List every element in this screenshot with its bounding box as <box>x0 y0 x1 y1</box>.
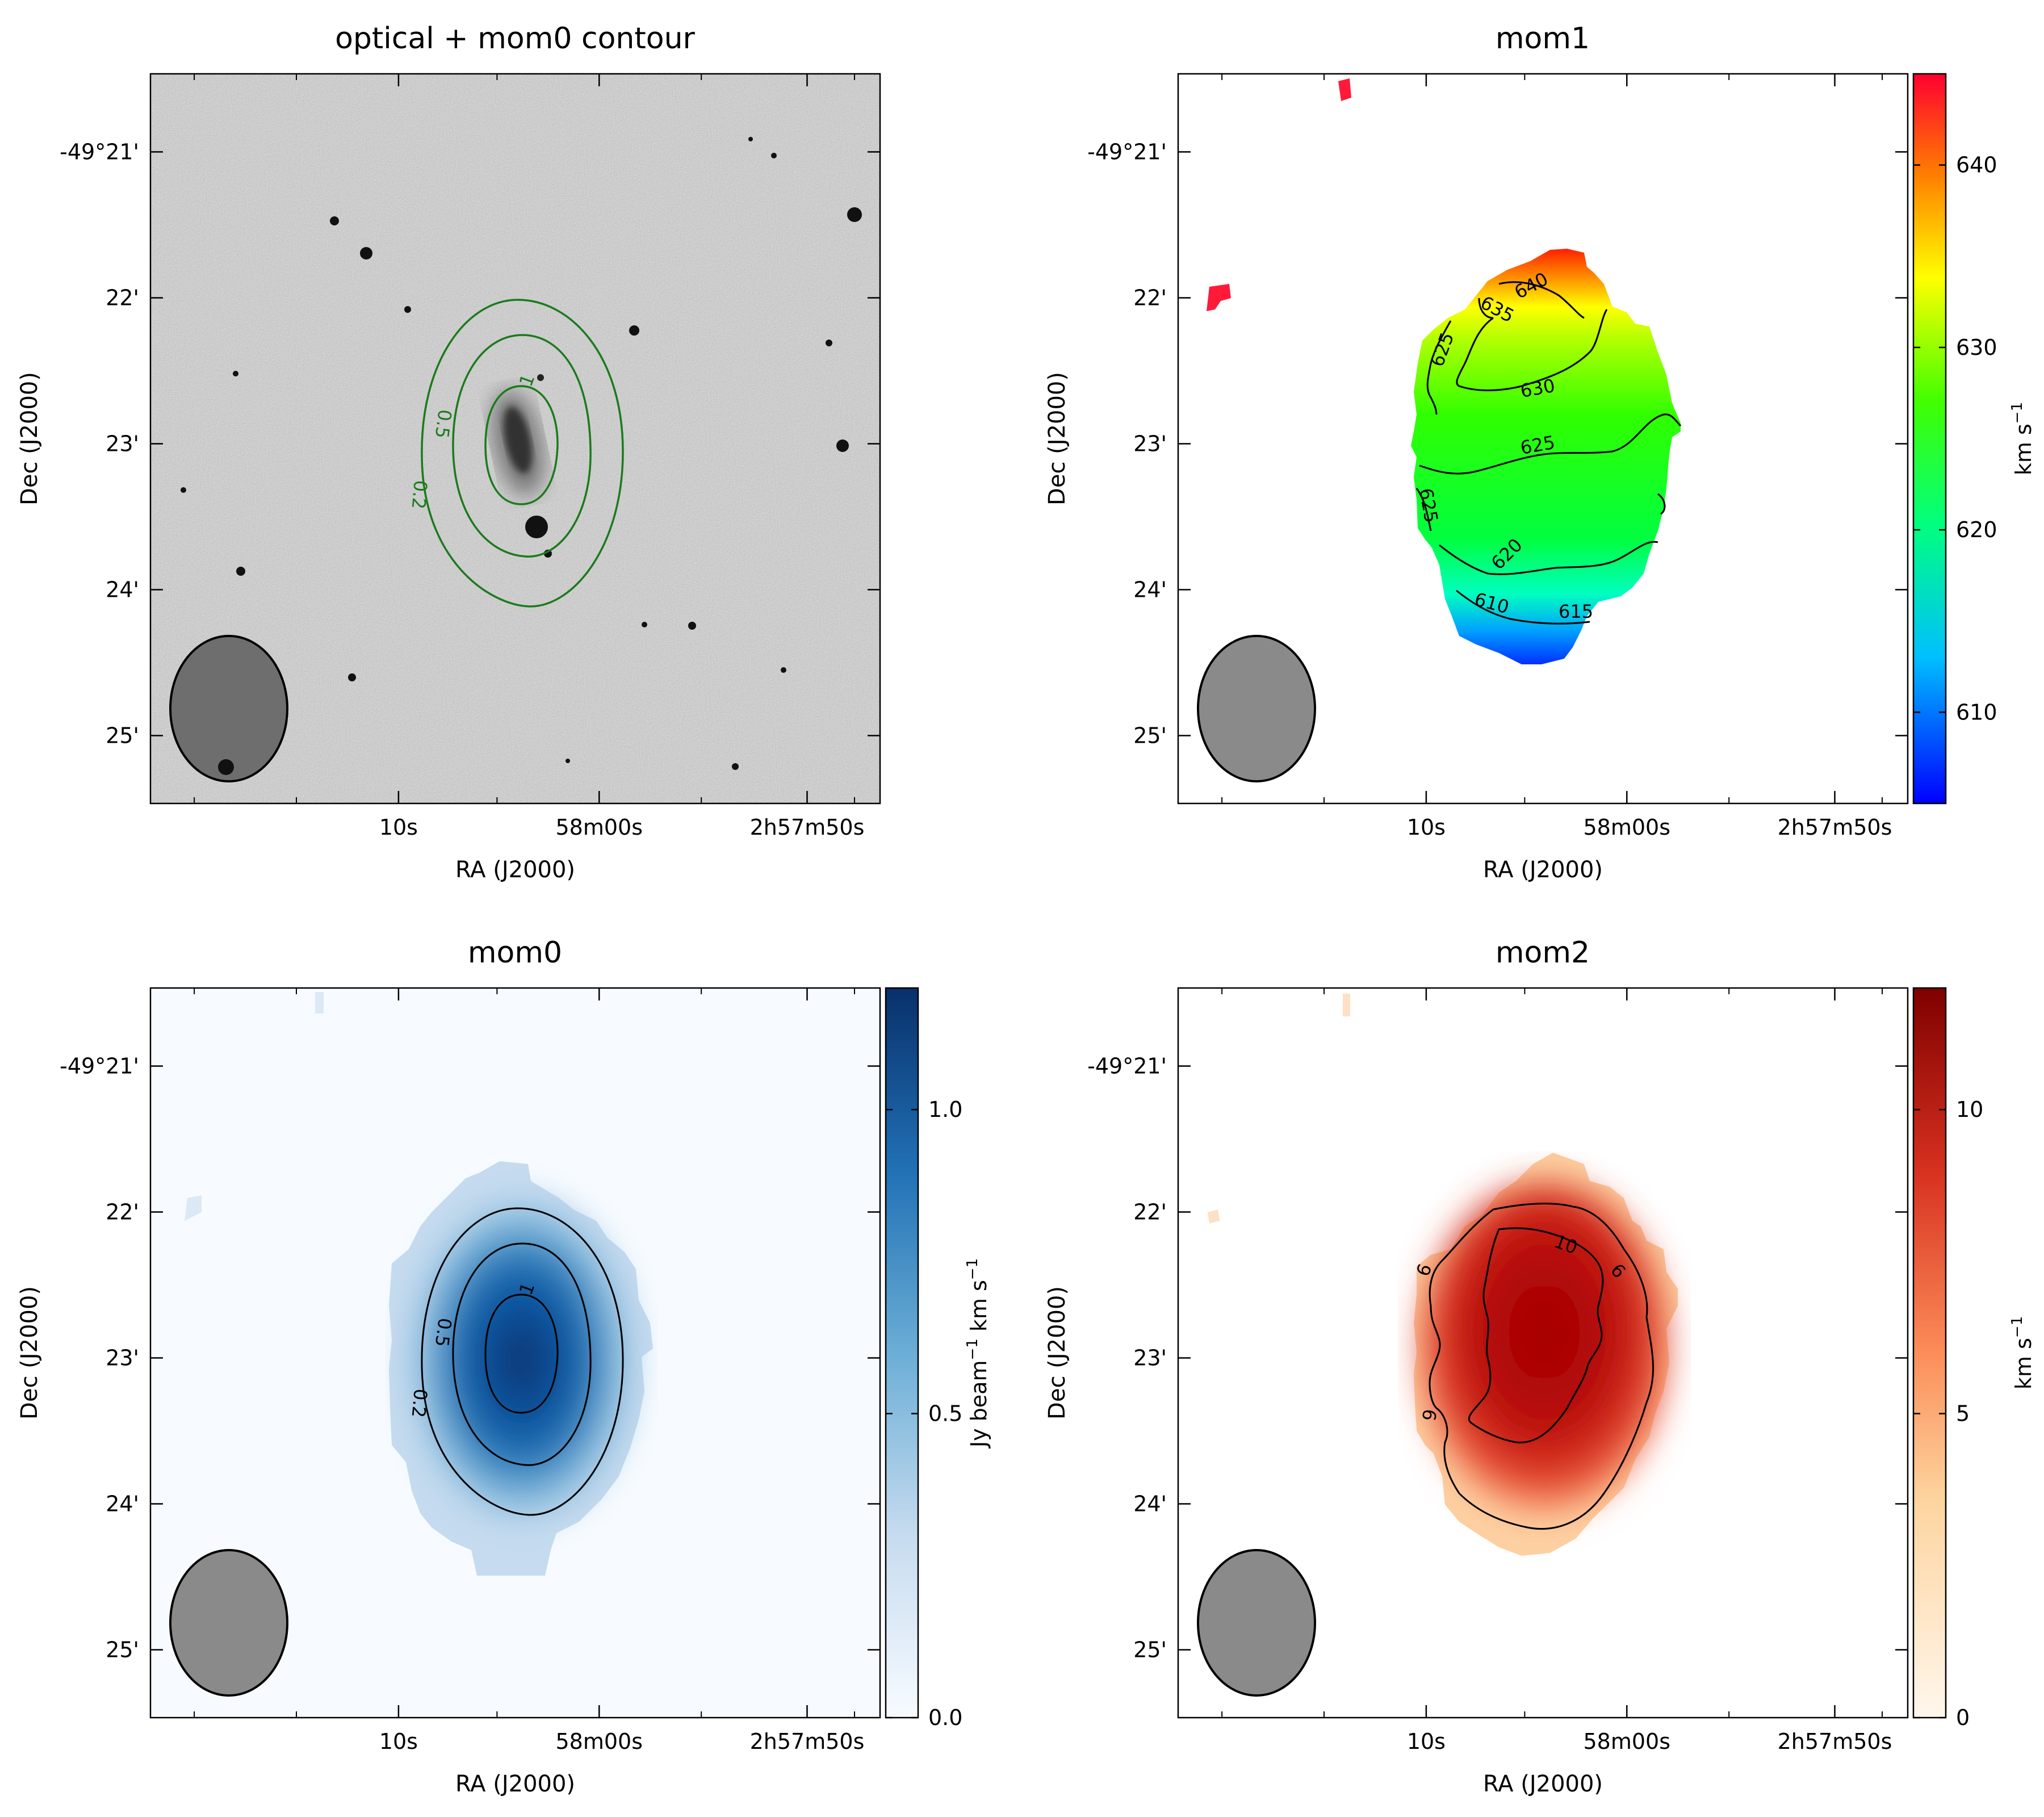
x-tick-label: 2h57m50s <box>1778 1729 1892 1754</box>
mom0-speck <box>315 992 324 1014</box>
contour-label: 0.5 <box>431 408 456 439</box>
colorbar-tick-label: 5 <box>1956 1401 1970 1426</box>
mom0-contours <box>421 1207 624 1516</box>
colorbar <box>1912 987 1947 1719</box>
colorbar-tick-label: 0.5 <box>928 1401 962 1426</box>
panel-title: mom1 <box>1496 22 1590 56</box>
x-tick-label: 58m00s <box>1584 1729 1671 1754</box>
mom1-contours <box>1415 281 1682 625</box>
y-tick-label: 25' <box>1133 1637 1167 1662</box>
colorbar-tick-label: 0.0 <box>928 1705 962 1730</box>
y-tick-label: 23' <box>106 431 139 456</box>
x-tick-label: 2h57m50s <box>750 815 865 840</box>
x-tick-label: 10s <box>379 1729 418 1754</box>
colorbar-tick-label: 640 <box>1956 153 1997 178</box>
y-tick-label: 23' <box>1133 431 1167 456</box>
beam <box>169 1549 288 1697</box>
y-tick-label: 22' <box>106 1199 139 1224</box>
mom0-speck <box>185 1195 202 1221</box>
beam <box>169 635 288 782</box>
panel-mom1: mom1 640 635 630 625 625 <box>1044 22 2036 883</box>
y-tick-label: 25' <box>106 723 139 748</box>
mom0-contours <box>421 299 624 608</box>
colorbar-label: km s−1 <box>2009 402 2036 475</box>
y-tick-label: -49°21' <box>60 1053 139 1078</box>
colorbar-tick-label: 0 <box>1956 1705 1970 1730</box>
colorbar-tick-label: 610 <box>1956 700 1997 725</box>
axes-frame <box>149 987 881 1719</box>
colorbar-tick-label: 630 <box>1956 335 1997 360</box>
y-tick-label: 23' <box>106 1345 139 1370</box>
x-tick-label: 10s <box>1407 1729 1446 1754</box>
contour-label: 0.2 <box>408 1388 432 1418</box>
colorbar-tick-label: 620 <box>1956 517 1997 542</box>
beam <box>1197 635 1316 782</box>
axes-frame <box>1177 987 1909 1719</box>
colorbar <box>885 987 919 1719</box>
axes-frame <box>1177 73 1909 805</box>
panel-mom0: mom0 0.2 0.5 1 10s 58m00s 2h57m50s-49°21'2… <box>16 936 991 1797</box>
x-axis-label: RA (J2000) <box>1483 1771 1603 1797</box>
y-tick-label: 24' <box>106 1491 139 1516</box>
mom2-contours <box>1429 1203 1654 1530</box>
velocity-field <box>1411 249 1681 664</box>
y-axis-label: Dec (J2000) <box>16 1286 43 1420</box>
mom0-core <box>408 1195 635 1525</box>
optical-stars <box>181 137 862 770</box>
panel-optical: optical + mom0 contour <box>16 22 881 883</box>
panel-title: mom0 <box>468 936 562 970</box>
x-tick-label: 10s <box>1407 815 1446 840</box>
red-patch <box>1338 78 1351 101</box>
x-tick-label: 10s <box>379 815 418 840</box>
x-tick-label: 58m00s <box>556 1729 643 1754</box>
red-patch <box>1207 284 1231 311</box>
dispersion-speck <box>1343 994 1350 1016</box>
panel-mom2: mom2 10 6 6 6 10s 58m00s 2h57m50s-49°21'22… <box>1044 936 2036 1797</box>
y-tick-label: 24' <box>106 577 139 602</box>
y-tick-label: 24' <box>1133 577 1167 602</box>
colorbar-tick-label: 10 <box>1956 1097 1983 1122</box>
x-axis-label: RA (J2000) <box>455 1771 575 1797</box>
y-tick-label: 25' <box>106 1637 139 1662</box>
contour-label: 0.5 <box>431 1317 456 1348</box>
y-tick-label: 25' <box>1133 723 1167 748</box>
y-axis-label: Dec (J2000) <box>16 372 43 505</box>
y-tick-label: 23' <box>1133 1345 1167 1370</box>
x-axis-label: RA (J2000) <box>1483 857 1603 883</box>
y-tick-label: -49°21' <box>1087 139 1167 164</box>
contour-label: 615 <box>1559 601 1593 622</box>
panel-title: optical + mom0 contour <box>335 22 695 56</box>
colorbar-label: Jy beam−1 km s−1 <box>964 1258 991 1448</box>
beam <box>1197 1549 1316 1697</box>
axes-frame <box>149 73 881 805</box>
colorbar <box>1912 73 1947 805</box>
y-tick-label: -49°21' <box>1087 1053 1167 1078</box>
colorbar-tick-label: 1.0 <box>928 1097 962 1122</box>
y-tick-label: 24' <box>1133 1491 1167 1516</box>
panel-title: mom2 <box>1496 936 1590 970</box>
galaxy-optical <box>492 374 544 496</box>
y-tick-label: 22' <box>1133 285 1167 310</box>
y-tick-label: -49°21' <box>60 139 139 164</box>
x-tick-label: 2h57m50s <box>1778 815 1892 840</box>
x-axis-label: RA (J2000) <box>455 857 575 883</box>
y-axis-label: Dec (J2000) <box>1044 372 1070 505</box>
x-tick-label: 58m00s <box>1584 815 1671 840</box>
y-axis-label: Dec (J2000) <box>1044 1286 1070 1420</box>
x-tick-label: 58m00s <box>556 815 643 840</box>
y-tick-label: 22' <box>106 285 139 310</box>
dispersion-speck <box>1208 1209 1220 1224</box>
x-tick-label: 2h57m50s <box>750 1729 865 1754</box>
dispersion-core <box>1422 1184 1666 1513</box>
colorbar-label: km s−1 <box>2009 1316 2036 1389</box>
y-tick-label: 22' <box>1133 1199 1167 1224</box>
contour-label: 0.2 <box>408 479 432 510</box>
